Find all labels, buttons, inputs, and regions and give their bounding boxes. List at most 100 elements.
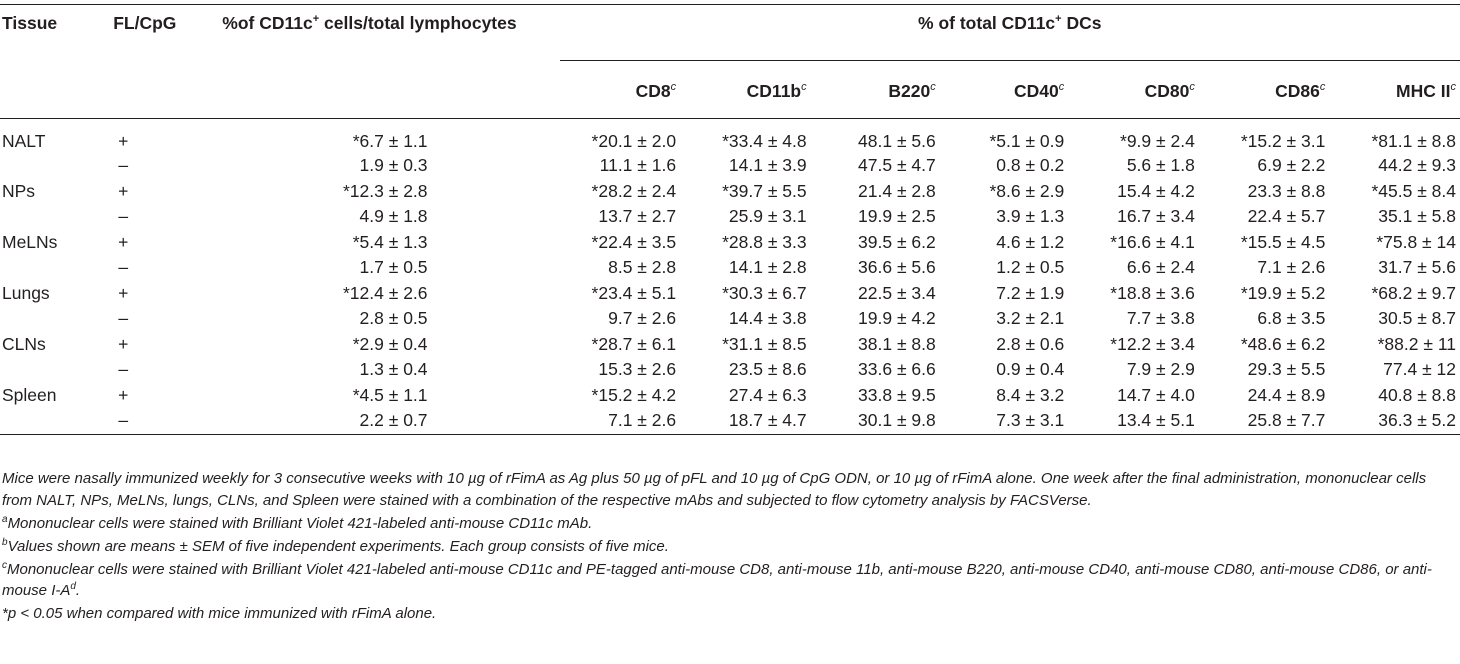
cell-b220: 19.9 ± 4.2 <box>858 308 936 329</box>
cell-cd80: 14.7 ± 4.0 <box>1117 384 1195 405</box>
cell-fl-cpg: – <box>95 204 192 230</box>
cell-tissue: Lungs <box>2 282 50 303</box>
cell-cd80: 16.7 ± 3.4 <box>1117 206 1195 227</box>
cell-cd86: *15.5 ± 4.5 <box>1240 231 1326 252</box>
footnote-c: cMononuclear cells were stained with Bri… <box>2 559 1432 599</box>
header-b220: B220c <box>820 60 950 119</box>
footnote-a: aMononuclear cells were stained with Bri… <box>2 513 593 532</box>
table-row: – 2.8 ± 0.5 9.7 ± 2.6 14.4 ± 3.8 19.9 ± 4.2 3… <box>0 306 1460 332</box>
header-total-dc: % of total CD11c+ DCs <box>559 4 1460 58</box>
header-cd11b: CD11bc <box>690 60 821 119</box>
cell-mhc-ii: 36.3 ± 5.2 <box>1339 408 1460 435</box>
table-body: NALT + *6.7 ± 1.1 *20.1 ± 2.0 *33.4 ± 4.8 48.… <box>0 119 1460 435</box>
cell-mhc-ii: 30.5 ± 8.7 <box>1378 308 1456 329</box>
header-pct-cd11c: %of CD11c+ cells/total lymphocytes <box>192 4 560 58</box>
header-tissue: Tissue <box>0 4 96 58</box>
table-row: MeLNs + *5.4 ± 1.3 *22.4 ± 3.5 *28.8 ± 3.3 39… <box>0 230 1460 256</box>
table-row: – 2.2 ± 0.7 7.1 ± 2.6 18.7 ± 4.7 30.1 ± 9.8 7… <box>0 408 1460 435</box>
cell-tissue: Spleen <box>2 384 57 405</box>
cell-cd86: 25.8 ± 7.7 <box>1208 408 1340 435</box>
cell-b220: 22.5 ± 3.4 <box>858 282 936 303</box>
header-cd86: CD86c <box>1208 60 1340 119</box>
cell-pct-cd11c: 1.7 ± 0.5 <box>359 257 428 278</box>
header-cd80: CD80c <box>1078 60 1209 119</box>
cell-pct-cd11c: *12.4 ± 2.6 <box>343 282 428 303</box>
cell-pct-cd11c: *6.7 ± 1.1 <box>352 130 428 151</box>
cell-cd8: *15.2 ± 4.2 <box>591 384 677 405</box>
cell-b220: 30.1 ± 9.8 <box>820 408 950 435</box>
cell-b220: 48.1 ± 5.6 <box>858 130 936 151</box>
cell-fl-cpg: – <box>95 255 192 281</box>
fl-cpg-sign: + <box>118 384 129 405</box>
cell-cd40: *8.6 ± 2.9 <box>989 180 1065 201</box>
header-span-rule <box>559 58 1460 61</box>
footnote-significance: *p < 0.05 when compared with mice immuni… <box>2 605 437 622</box>
table-row: – 1.7 ± 0.5 8.5 ± 2.8 14.1 ± 2.8 36.6 ± 5.6 1… <box>0 255 1460 281</box>
fl-cpg-sign: – <box>118 257 129 278</box>
cell-cd40: 0.9 ± 0.4 <box>996 359 1065 380</box>
data-table: Tissue FL/CpG %of CD11c+ cells/total lym… <box>0 4 1460 435</box>
cell-fl-cpg: + <box>95 383 192 409</box>
table-row: NPs + *12.3 ± 2.8 *28.2 ± 2.4 *39.7 ± 5.5 21.… <box>0 179 1460 205</box>
cell-cd11b: *31.1 ± 8.5 <box>722 333 807 354</box>
fl-cpg-sign: + <box>118 282 129 303</box>
header-fl-cpg: FL/CpG <box>95 4 193 58</box>
cell-cd8: *28.2 ± 2.4 <box>591 180 677 201</box>
cell-cd80: *16.6 ± 4.1 <box>1110 231 1195 252</box>
cell-fl-cpg: + <box>95 230 192 256</box>
cell-cd40: 7.3 ± 3.1 <box>949 408 1079 435</box>
table-row: NALT + *6.7 ± 1.1 *20.1 ± 2.0 *33.4 ± 4.8 48.… <box>0 119 1460 154</box>
table-row: – 1.3 ± 0.4 15.3 ± 2.6 23.5 ± 8.6 33.6 ± 6.6… <box>0 357 1460 383</box>
cell-cd80: 6.6 ± 2.4 <box>1126 257 1195 278</box>
cell-fl-cpg: + <box>95 281 192 307</box>
cell-cd40: 1.2 ± 0.5 <box>996 257 1065 278</box>
cell-cd40: 3.9 ± 1.3 <box>996 206 1065 227</box>
cell-tissue: NALT <box>2 130 46 151</box>
cell-mhc-ii: *88.2 ± 11 <box>1377 333 1456 354</box>
cell-pct-cd11c: 1.9 ± 0.3 <box>359 155 428 176</box>
cell-tissue: NPs <box>2 180 36 201</box>
cell-pct-cd11c: 2.2 ± 0.7 <box>192 408 560 435</box>
fl-cpg-sign: – <box>118 410 129 431</box>
cell-cd80: 7.7 ± 3.8 <box>1126 308 1195 329</box>
cell-cd11b: *30.3 ± 6.7 <box>722 282 807 303</box>
cell-cd80: *9.9 ± 2.4 <box>1120 130 1195 151</box>
cell-cd40: 0.8 ± 0.2 <box>996 155 1065 176</box>
cell-mhc-ii: 40.8 ± 8.8 <box>1378 384 1456 405</box>
cell-cd80: *18.8 ± 3.6 <box>1110 282 1195 303</box>
cell-cd40: 2.8 ± 0.6 <box>996 333 1065 354</box>
cell-mhc-ii: *45.5 ± 8.4 <box>1371 180 1456 201</box>
cell-b220: 36.6 ± 5.6 <box>858 257 936 278</box>
cell-pct-cd11c: *2.9 ± 0.4 <box>352 333 428 354</box>
cell-cd8: *23.4 ± 5.1 <box>591 282 677 303</box>
cell-cd11b: 14.1 ± 2.8 <box>728 257 807 278</box>
cell-cd86: 6.9 ± 2.2 <box>1257 155 1326 176</box>
cell-cd40: 7.2 ± 1.9 <box>996 282 1065 303</box>
cell-mhc-ii: *68.2 ± 9.7 <box>1371 282 1456 303</box>
cell-mhc-ii: *81.1 ± 8.8 <box>1371 130 1456 151</box>
cell-b220: 33.6 ± 6.6 <box>858 359 936 380</box>
cell-pct-cd11c: *12.3 ± 2.8 <box>343 180 428 201</box>
cell-cd86: *15.2 ± 3.1 <box>1240 130 1326 151</box>
cell-fl-cpg: – <box>95 408 193 435</box>
cell-cd8: 11.1 ± 1.6 <box>599 155 677 176</box>
header-cd8: CD8c <box>559 60 691 119</box>
table-row: – 4.9 ± 1.8 13.7 ± 2.7 25.9 ± 3.1 19.9 ± 2.5… <box>0 204 1460 230</box>
cell-cd11b: 14.4 ± 3.8 <box>728 308 807 329</box>
cell-cd8: 15.3 ± 2.6 <box>598 359 677 380</box>
cell-cd11b: 23.5 ± 8.6 <box>728 359 807 380</box>
cell-cd86: 7.1 ± 2.6 <box>1257 257 1326 278</box>
cell-tissue: MeLNs <box>2 231 58 252</box>
table-row: – 1.9 ± 0.3 11.1 ± 1.6 14.1 ± 3.9 47.5 ± 4.7… <box>0 153 1460 179</box>
footnote-b: bValues shown are means ± SEM of five in… <box>2 536 669 555</box>
fl-cpg-sign: – <box>118 359 129 380</box>
cell-pct-cd11c: 1.3 ± 0.4 <box>359 359 428 380</box>
cell-cd8: *20.1 ± 2.0 <box>591 130 677 151</box>
cell-cd8: 13.7 ± 2.7 <box>598 206 677 227</box>
cell-tissue <box>0 306 95 332</box>
cell-mhc-ii: 31.7 ± 5.6 <box>1378 257 1456 278</box>
table-footnotes: Mice were nasally immunized weekly for 3… <box>2 468 1454 626</box>
cell-b220: 47.5 ± 4.7 <box>858 155 936 176</box>
cell-cd80: *12.2 ± 3.4 <box>1110 333 1195 354</box>
